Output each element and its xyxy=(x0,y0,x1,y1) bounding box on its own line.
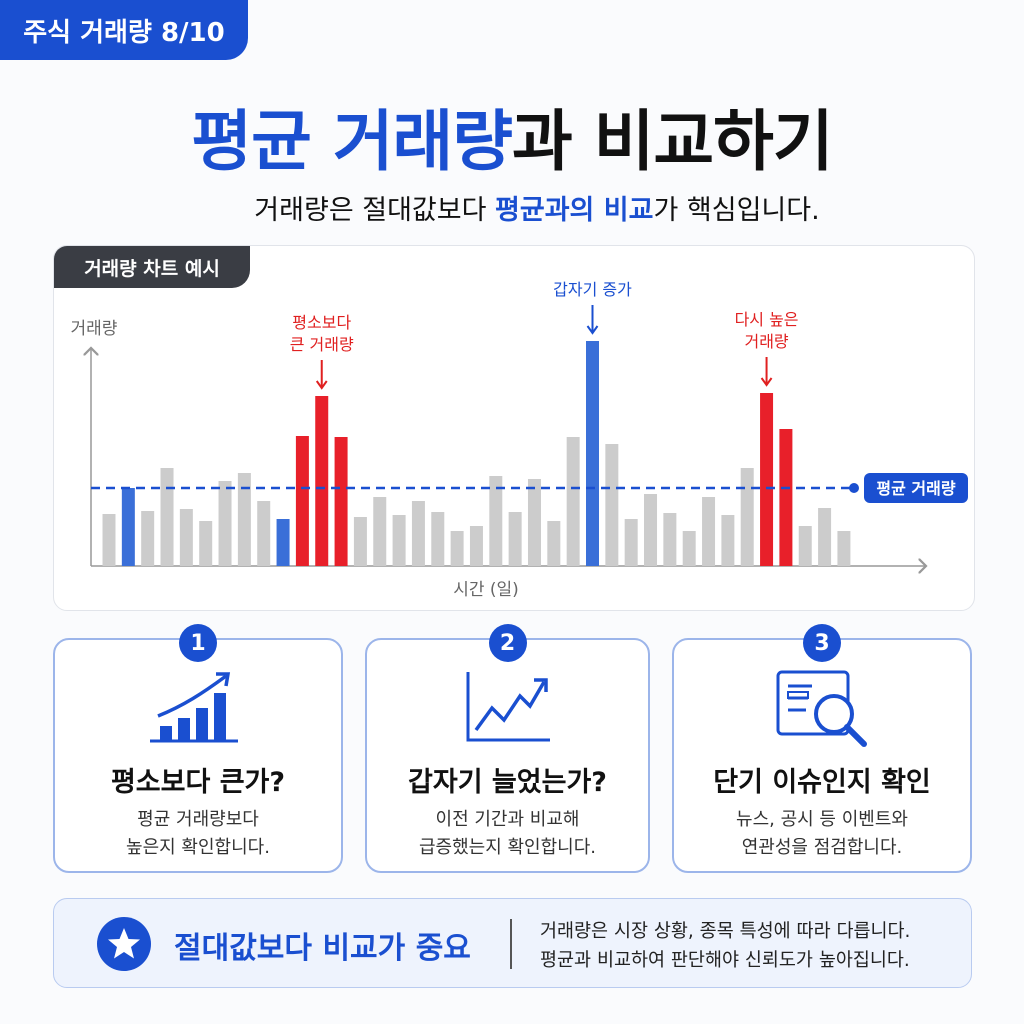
footer-title: 절대값보다 비교가 중요 xyxy=(174,931,471,966)
bar xyxy=(102,514,116,566)
bar xyxy=(160,468,174,566)
annotation-text: 갑자기 증가 xyxy=(553,280,632,299)
divider xyxy=(510,919,512,969)
badge: 주식 거래량 8/10 xyxy=(0,0,248,60)
bar xyxy=(740,468,754,566)
bar xyxy=(179,509,193,566)
bar xyxy=(353,517,367,566)
card-title: 평소보다 큰가? xyxy=(110,767,286,798)
bar xyxy=(237,473,251,566)
bar xyxy=(392,515,406,566)
card-title: 갑자기 늘었는가? xyxy=(408,767,607,798)
bar xyxy=(411,501,425,566)
card-text: 뉴스, 공시 등 이벤트와 xyxy=(736,809,908,830)
bar xyxy=(199,521,213,566)
card-text: 급증했는지 확인합니다. xyxy=(418,837,597,858)
average-label: 평균 거래량 xyxy=(876,479,955,498)
card-text: 연관성을 점검합니다. xyxy=(741,837,903,858)
bar xyxy=(315,396,329,566)
card-number: 1 xyxy=(179,624,217,662)
chart-panel: 거래량 시간 (일) 평균 거래량 평소보다 큰 거래량 갑자기 증가 다시 높은 거래량… xyxy=(53,245,975,611)
card: 3 단기 이슈인지 확인 뉴스, 공시 등 이벤트와 연관성을 점검합니다. xyxy=(672,624,972,873)
bar xyxy=(373,497,387,566)
bar xyxy=(702,497,716,566)
x-axis-label: 시간 (일) xyxy=(453,580,519,600)
annotation-text: 다시 높은 xyxy=(735,310,799,329)
bar xyxy=(547,521,561,566)
footer-text: 평균과 비교하여 판단해야 신뢰도가 높아집니다. xyxy=(540,950,910,971)
bar xyxy=(605,444,619,566)
card-title: 단기 이슈인지 확인 xyxy=(713,767,931,798)
annotation-text: 거래량 xyxy=(744,332,788,351)
bar xyxy=(469,526,483,566)
bar xyxy=(450,531,464,566)
bar xyxy=(663,513,677,566)
bar xyxy=(276,519,290,566)
bar xyxy=(837,531,851,566)
card-text: 평균 거래량보다 xyxy=(137,809,259,830)
card-text: 높은지 확인합니다. xyxy=(126,837,270,858)
bar xyxy=(779,429,793,566)
card: 2 갑자기 늘었는가? 이전 기간과 비교해 급증했는지 확인합니다. xyxy=(365,624,650,873)
bar xyxy=(334,437,348,566)
card-number: 3 xyxy=(803,624,841,662)
title-rest: 과 비교하기 xyxy=(512,103,834,180)
title-highlight: 평균 거래량 xyxy=(191,103,513,180)
subtitle-text: 가 핵심입니다. xyxy=(653,195,820,226)
bar xyxy=(527,479,541,566)
star-icon xyxy=(97,917,151,971)
bar xyxy=(218,481,232,566)
bar xyxy=(586,341,599,566)
card: 1 평소보다 큰가? 평균 거래량보다 높은지 확인합니다. xyxy=(53,624,343,873)
annotation-arrowhead xyxy=(315,380,328,390)
annotation-text: 평소보다 xyxy=(292,313,351,332)
bar xyxy=(818,508,832,566)
subtitle-highlight: 평균과의 비교 xyxy=(495,195,654,226)
card-number: 2 xyxy=(488,624,527,662)
subtitle: 거래량은 절대값보다 평균과의 비교가 핵심입니다. xyxy=(0,188,1024,227)
bar xyxy=(141,511,155,566)
footer: 절대값보다 비교가 중요 거래량은 시장 상황, 종목 특성에 따라 다릅니다.… xyxy=(53,898,972,988)
bar xyxy=(431,512,445,566)
card-text: 이전 기간과 비교해 xyxy=(435,809,580,830)
average-label-bg xyxy=(864,473,968,503)
average-dot xyxy=(849,483,859,493)
bar xyxy=(798,526,812,566)
bar xyxy=(508,512,522,566)
annotation-arrowhead xyxy=(586,325,599,335)
bar xyxy=(121,488,135,566)
bar xyxy=(760,393,774,566)
chart-tab: 거래량 차트 예시 xyxy=(54,246,250,288)
bar xyxy=(682,531,696,566)
icon xyxy=(776,670,867,747)
bar xyxy=(566,437,580,566)
icon xyxy=(466,672,550,742)
annotation-text: 큰 거래량 xyxy=(290,335,354,354)
bar xyxy=(257,501,271,566)
icon xyxy=(150,672,238,743)
y-axis-label: 거래량 xyxy=(71,319,118,339)
bar xyxy=(624,519,638,566)
bar xyxy=(489,476,503,566)
annotation-arrowhead xyxy=(760,377,773,387)
bar xyxy=(721,515,735,566)
bar xyxy=(644,494,658,566)
title: 평균 거래량과 비교하기 xyxy=(0,88,1024,184)
footer-text: 거래량은 시장 상황, 종목 특성에 따라 다릅니다. xyxy=(540,921,911,942)
subtitle-text: 거래량은 절대값보다 xyxy=(254,195,496,226)
bar xyxy=(295,436,309,566)
